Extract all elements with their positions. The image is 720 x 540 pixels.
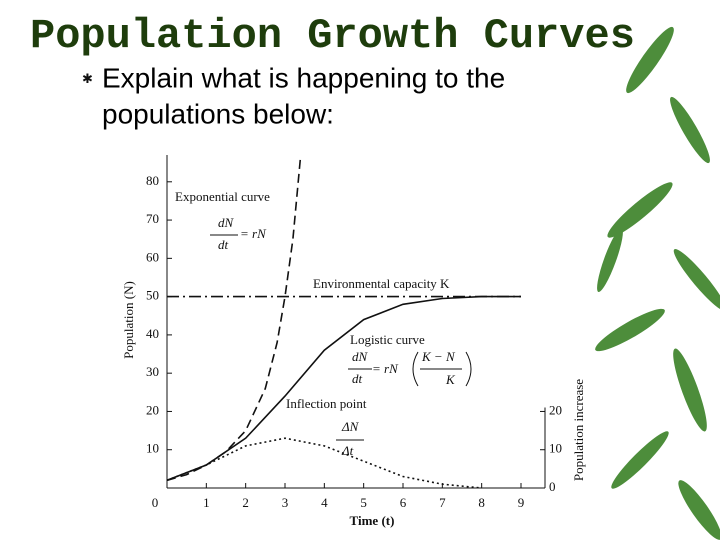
y-tick-label: 70 [146, 211, 159, 226]
decoration [595, 26, 720, 540]
y-axis-label: Population (N) [121, 281, 136, 359]
x-axis-label: Time (t) [350, 513, 395, 528]
annotation: K [445, 372, 456, 387]
annotation: K − N [421, 349, 456, 364]
x-tick-label: 6 [400, 495, 407, 510]
annotation: = rN [372, 361, 399, 376]
y-tick-label: 60 [146, 249, 159, 264]
paren [465, 351, 472, 387]
x-tick-label: 8 [478, 495, 485, 510]
x-tick-label: 7 [439, 495, 446, 510]
x-tick-label: 3 [282, 495, 289, 510]
annotation: Δt [341, 443, 354, 458]
y2-tick-label: 10 [549, 441, 562, 456]
y-tick-label: 20 [146, 402, 159, 417]
y-tick-label: 40 [146, 326, 159, 341]
y2-axis-label: Population increase [571, 379, 586, 481]
x-tick-label: 5 [360, 495, 367, 510]
x-tick-label: 4 [321, 495, 328, 510]
x-tick-label: 2 [242, 495, 249, 510]
annotation: dt [218, 237, 229, 252]
y-tick-label: 30 [146, 364, 159, 379]
series-line [166, 295, 521, 482]
x-tick-label: 9 [518, 495, 525, 510]
series-line [166, 437, 482, 489]
y-tick-label: 50 [146, 288, 159, 303]
annotation: dt [352, 371, 363, 386]
slide-title: Population Growth Curves [30, 12, 635, 60]
y-tick-label: 80 [146, 173, 159, 188]
y2-tick-label: 20 [549, 402, 562, 417]
bullet-icon: ✱ [82, 71, 93, 86]
x-tick-label: 1 [203, 495, 210, 510]
annotation: = rN [240, 226, 267, 241]
y-tick-label: 10 [146, 441, 159, 456]
bullet-text: populations below: [102, 98, 334, 129]
annotation: dN [352, 349, 369, 364]
series-line [166, 154, 302, 482]
series-label: Environmental capacity K [313, 276, 450, 291]
annotation: Inflection point [286, 396, 367, 411]
paren [412, 351, 419, 387]
series-label: Exponential curve [175, 189, 270, 204]
series-label: Logistic curve [350, 332, 425, 347]
y2-tick-label: 0 [549, 479, 556, 494]
annotation: ΔN [341, 419, 360, 434]
x-tick-label: 0 [152, 495, 159, 510]
bullet-text: Explain what is happening to the [102, 62, 505, 93]
annotation: dN [218, 215, 235, 230]
